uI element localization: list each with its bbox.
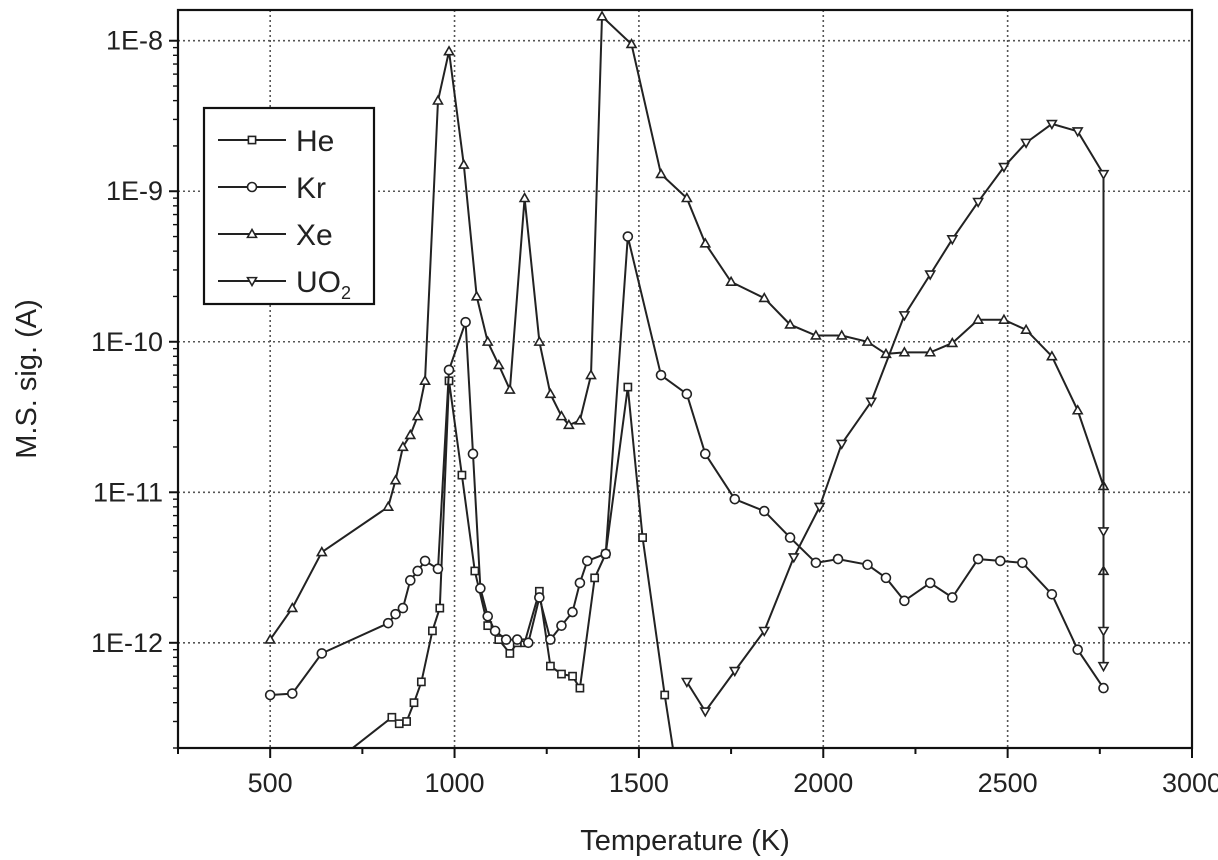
- data-point-kr: [513, 635, 522, 644]
- data-point-kr: [568, 608, 577, 617]
- data-point-kr: [623, 232, 632, 241]
- data-point-he: [418, 678, 425, 685]
- data-point-kr: [406, 576, 415, 585]
- data-point-kr: [601, 549, 610, 558]
- data-point-kr: [786, 533, 795, 542]
- legend-box: [204, 108, 374, 304]
- data-point-he: [661, 691, 668, 698]
- data-point-kr: [682, 389, 691, 398]
- y-tick-label: 1E-12: [91, 628, 163, 658]
- data-point-kr: [524, 638, 533, 647]
- data-point-he: [558, 670, 565, 677]
- x-tick-label: 2500: [978, 768, 1038, 798]
- data-point-kr: [445, 365, 454, 374]
- data-point-he: [506, 650, 513, 657]
- data-point-kr: [900, 596, 909, 605]
- data-point-kr: [483, 612, 492, 621]
- data-point-kr: [461, 318, 470, 327]
- data-point-kr: [657, 371, 666, 380]
- data-point-he: [436, 605, 443, 612]
- data-point-kr: [433, 564, 442, 573]
- data-point-he: [624, 383, 631, 390]
- data-point-kr: [557, 621, 566, 630]
- data-point-he: [388, 714, 395, 721]
- data-point-kr: [701, 449, 710, 458]
- data-point-he: [672, 763, 679, 770]
- data-point-kr: [811, 558, 820, 567]
- data-point-kr: [1047, 590, 1056, 599]
- data-point-kr: [926, 578, 935, 587]
- data-point-kr: [288, 689, 297, 698]
- data-point-kr: [398, 604, 407, 613]
- data-point-kr: [974, 555, 983, 564]
- data-point-kr: [1073, 645, 1082, 654]
- data-point-kr: [491, 626, 500, 635]
- data-point-he: [547, 663, 554, 670]
- y-tick-label: 1E-11: [93, 477, 163, 507]
- data-point-kr: [996, 556, 1005, 565]
- data-point-he: [429, 627, 436, 634]
- data-point-kr: [583, 556, 592, 565]
- legend-marker-kr: [248, 183, 257, 192]
- x-tick-label: 1500: [609, 768, 669, 798]
- y-tick-label: 1E-10: [91, 327, 163, 357]
- y-tick-label: 1E-8: [106, 26, 163, 56]
- data-point-he: [639, 534, 646, 541]
- data-point-kr: [760, 507, 769, 516]
- data-point-kr: [575, 578, 584, 587]
- data-point-kr: [266, 690, 275, 699]
- data-point-he: [458, 472, 465, 479]
- legend-label-he: He: [296, 125, 334, 158]
- x-tick-label: 2000: [793, 768, 853, 798]
- legend-label-xe: Xe: [296, 219, 333, 252]
- data-point-kr: [535, 593, 544, 602]
- data-point-kr: [730, 495, 739, 504]
- data-point-he: [396, 720, 403, 727]
- data-point-kr: [413, 566, 422, 575]
- data-point-he: [403, 718, 410, 725]
- x-tick-label: 3000: [1162, 768, 1218, 798]
- data-point-kr: [863, 560, 872, 569]
- data-point-kr: [546, 635, 555, 644]
- legend-label-kr: Kr: [296, 172, 326, 205]
- data-point-kr: [502, 635, 511, 644]
- data-point-he: [340, 751, 347, 758]
- x-tick-label: 500: [248, 768, 293, 798]
- data-point-kr: [421, 556, 430, 565]
- legend-marker-he: [248, 136, 255, 143]
- data-point-kr: [881, 573, 890, 582]
- legend-subscript: 2: [341, 283, 351, 303]
- data-point-kr: [948, 593, 957, 602]
- y-tick-label: 1E-9: [106, 176, 163, 206]
- data-point-kr: [834, 555, 843, 564]
- x-axis-title: Temperature (K): [580, 825, 790, 857]
- y-axis-title: M.S. sig. (A): [11, 299, 43, 459]
- data-point-kr: [1018, 558, 1027, 567]
- data-point-he: [410, 699, 417, 706]
- data-point-he: [576, 685, 583, 692]
- data-point-he: [569, 673, 576, 680]
- x-tick-label: 1000: [425, 768, 485, 798]
- data-point-kr: [468, 449, 477, 458]
- data-point-he: [471, 567, 478, 574]
- data-point-kr: [1099, 684, 1108, 693]
- data-point-kr: [476, 584, 485, 593]
- data-point-he: [591, 574, 598, 581]
- legend: HeKrXeUO2: [204, 108, 374, 304]
- data-point-kr: [317, 649, 326, 658]
- data-point-kr: [384, 619, 393, 628]
